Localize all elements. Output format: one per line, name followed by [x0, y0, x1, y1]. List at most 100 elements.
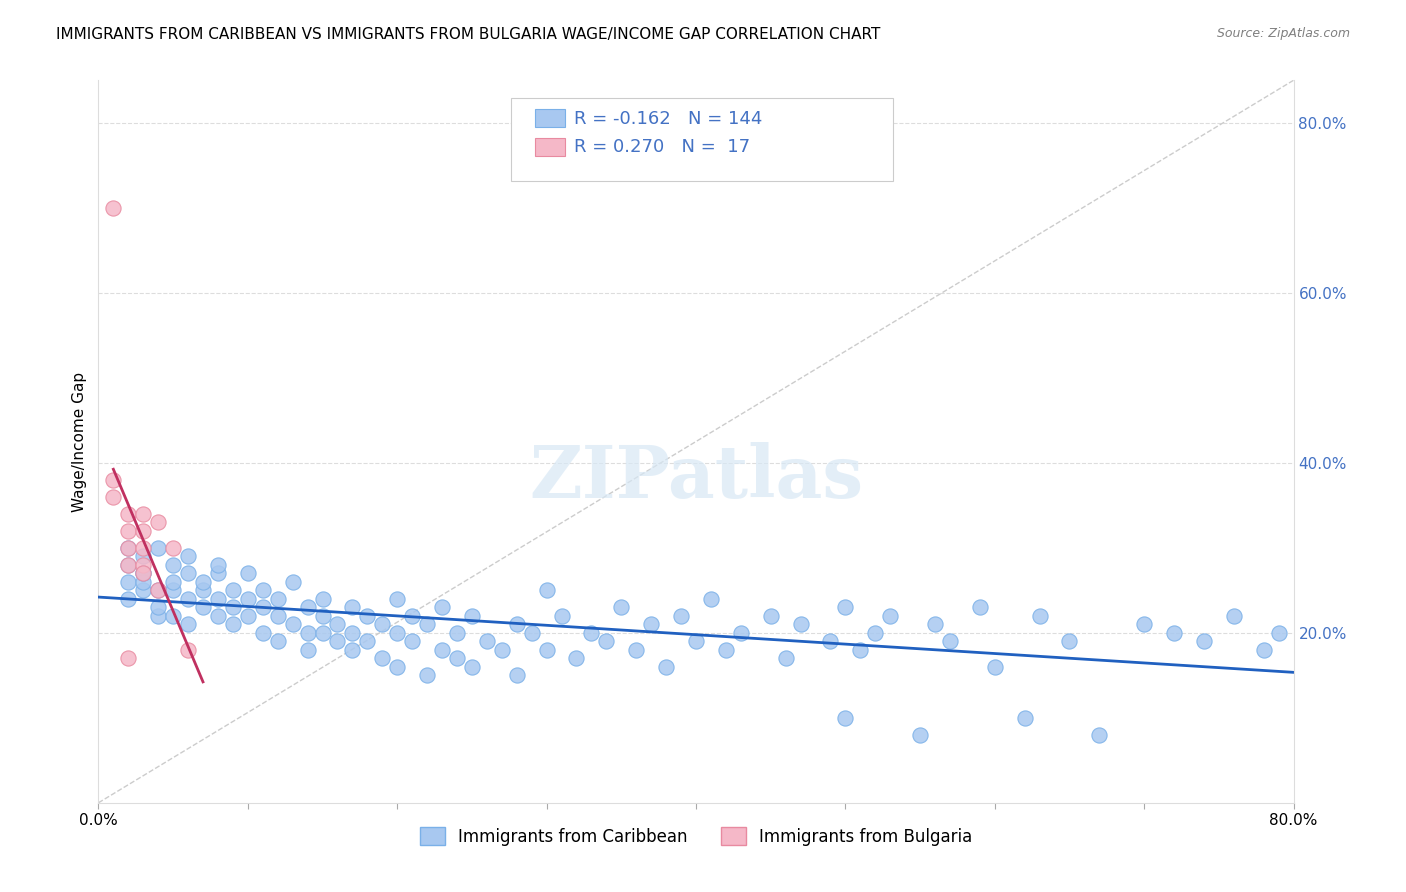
Point [879, 608, 901, 623]
Point [148, 516, 170, 530]
Text: R = 0.270   N =  17: R = 0.270 N = 17 [574, 138, 751, 156]
Point [1059, 634, 1081, 648]
Point [117, 574, 139, 589]
Point [117, 541, 139, 555]
Point [581, 625, 603, 640]
Point [148, 583, 170, 598]
Point [132, 574, 155, 589]
Point [132, 566, 155, 581]
Point [550, 608, 572, 623]
Point [252, 600, 274, 615]
Point [207, 608, 229, 623]
Point [267, 634, 290, 648]
Point [924, 617, 946, 632]
Point [132, 566, 155, 581]
Point [117, 651, 139, 665]
Point [297, 642, 319, 657]
Point [759, 608, 782, 623]
Point [669, 608, 692, 623]
Point [326, 634, 349, 648]
Point [1088, 728, 1111, 742]
Point [356, 634, 378, 648]
Point [207, 591, 229, 606]
Point [236, 566, 259, 581]
Point [640, 617, 662, 632]
Point [162, 541, 184, 555]
Point [342, 600, 364, 615]
Point [252, 583, 274, 598]
Point [342, 642, 364, 657]
Point [595, 634, 617, 648]
Point [401, 608, 423, 623]
Point [446, 625, 468, 640]
Point [820, 634, 842, 648]
Point [371, 617, 394, 632]
Point [311, 591, 333, 606]
Point [789, 617, 811, 632]
Point [148, 541, 170, 555]
Point [730, 625, 752, 640]
Point [430, 642, 453, 657]
Point [775, 651, 797, 665]
Point [969, 600, 991, 615]
Point [356, 608, 378, 623]
Point [132, 583, 155, 598]
Point [371, 651, 394, 665]
Point [177, 566, 200, 581]
Point [103, 473, 125, 487]
Point [1267, 625, 1289, 640]
Point [207, 566, 229, 581]
Point [1014, 711, 1036, 725]
Point [236, 608, 259, 623]
Point [626, 642, 648, 657]
Point [222, 600, 245, 615]
Point [1192, 634, 1215, 648]
Point [222, 583, 245, 598]
Point [939, 634, 962, 648]
Point [103, 490, 125, 504]
Point [984, 660, 1007, 674]
Point [162, 558, 184, 572]
Point [1253, 642, 1275, 657]
Point [162, 583, 184, 598]
Point [475, 634, 498, 648]
Text: Source: ZipAtlas.com: Source: ZipAtlas.com [1216, 27, 1350, 40]
Point [148, 608, 170, 623]
Point [191, 600, 214, 615]
Point [162, 608, 184, 623]
Point [281, 617, 304, 632]
Text: ZIPatlas: ZIPatlas [529, 442, 863, 513]
Point [132, 524, 155, 538]
Point [565, 651, 588, 665]
Point [132, 549, 155, 564]
FancyBboxPatch shape [510, 98, 893, 181]
Point [700, 591, 723, 606]
Point [1223, 608, 1246, 623]
Point [267, 591, 290, 606]
Point [342, 625, 364, 640]
Point [311, 625, 333, 640]
Point [461, 660, 484, 674]
Point [132, 507, 155, 521]
Point [148, 583, 170, 598]
Point [401, 634, 423, 648]
Point [148, 600, 170, 615]
Point [506, 617, 529, 632]
Point [461, 608, 484, 623]
Point [865, 625, 887, 640]
Point [536, 642, 558, 657]
Point [1133, 617, 1156, 632]
Point [610, 600, 633, 615]
Point [191, 574, 214, 589]
Y-axis label: Wage/Income Gap: Wage/Income Gap [72, 371, 87, 512]
Point [207, 558, 229, 572]
Legend: Immigrants from Caribbean, Immigrants from Bulgaria: Immigrants from Caribbean, Immigrants fr… [413, 821, 979, 852]
Point [1163, 625, 1185, 640]
Point [117, 558, 139, 572]
Point [103, 201, 125, 215]
Point [177, 617, 200, 632]
Point [385, 660, 409, 674]
Point [520, 625, 543, 640]
Point [117, 507, 139, 521]
Point [385, 591, 409, 606]
